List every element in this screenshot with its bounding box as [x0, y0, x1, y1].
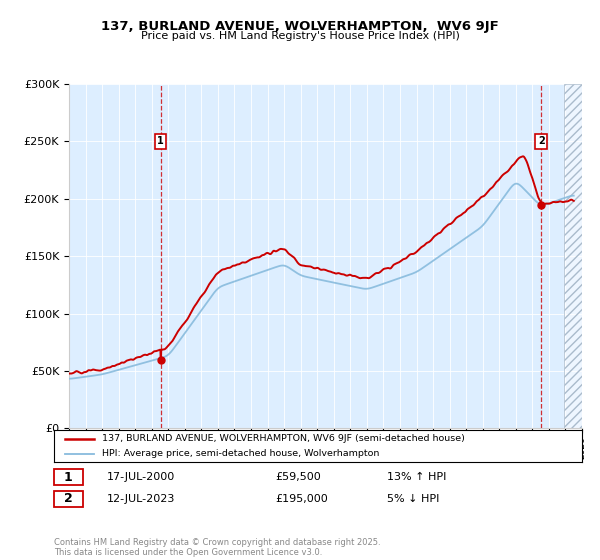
- Bar: [564, 84, 582, 428]
- Text: 13% ↑ HPI: 13% ↑ HPI: [386, 472, 446, 482]
- Text: Price paid vs. HM Land Registry's House Price Index (HPI): Price paid vs. HM Land Registry's House …: [140, 31, 460, 41]
- Text: £195,000: £195,000: [276, 494, 329, 504]
- Text: HPI: Average price, semi-detached house, Wolverhampton: HPI: Average price, semi-detached house,…: [101, 449, 379, 459]
- Text: Contains HM Land Registry data © Crown copyright and database right 2025.
This d: Contains HM Land Registry data © Crown c…: [54, 538, 380, 557]
- Bar: [54, 491, 83, 507]
- Text: 5% ↓ HPI: 5% ↓ HPI: [386, 494, 439, 504]
- Text: £59,500: £59,500: [276, 472, 322, 482]
- Text: 17-JUL-2000: 17-JUL-2000: [107, 472, 175, 482]
- Text: 137, BURLAND AVENUE, WOLVERHAMPTON,  WV6 9JF: 137, BURLAND AVENUE, WOLVERHAMPTON, WV6 …: [101, 20, 499, 32]
- Text: 1: 1: [64, 470, 73, 484]
- Bar: [564, 84, 582, 428]
- Text: 2: 2: [64, 492, 73, 506]
- Text: 12-JUL-2023: 12-JUL-2023: [107, 494, 175, 504]
- Text: 2: 2: [538, 137, 545, 146]
- Text: 1: 1: [157, 137, 164, 146]
- Bar: [54, 469, 83, 485]
- Text: 137, BURLAND AVENUE, WOLVERHAMPTON, WV6 9JF (semi-detached house): 137, BURLAND AVENUE, WOLVERHAMPTON, WV6 …: [101, 434, 464, 443]
